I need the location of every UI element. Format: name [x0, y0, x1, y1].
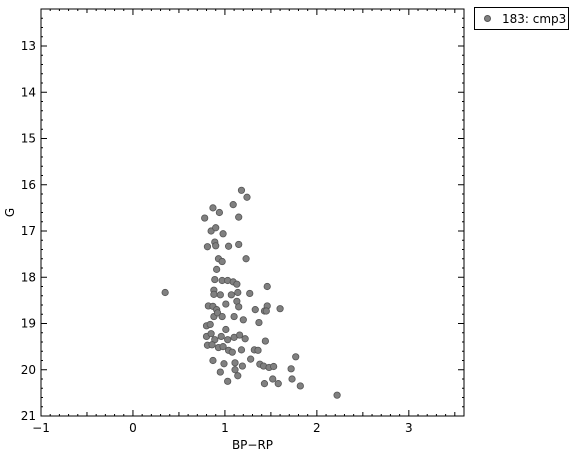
data-point	[207, 330, 215, 338]
y-tick-label: 15	[21, 132, 36, 146]
data-point	[235, 240, 243, 249]
data-point	[212, 242, 220, 250]
data-point	[231, 366, 239, 374]
data-point	[219, 230, 227, 238]
data-point	[224, 377, 232, 385]
data-point	[201, 214, 209, 222]
data-point	[224, 242, 233, 250]
data-point	[228, 348, 236, 356]
data-point	[209, 356, 217, 365]
y-tick-label: 17	[21, 224, 36, 238]
legend-label: 183: cmp3	[502, 12, 567, 26]
x-tick-label: 1	[221, 421, 229, 435]
data-point	[235, 303, 243, 311]
x-tick-label: 2	[313, 421, 321, 435]
y-tick-label: 20	[21, 363, 36, 377]
data-point	[212, 224, 220, 232]
data-point	[230, 312, 238, 321]
data-point	[251, 306, 259, 314]
data-point	[241, 335, 249, 343]
data-point	[218, 312, 226, 321]
data-points	[161, 186, 341, 399]
data-point	[333, 391, 341, 399]
data-point	[224, 336, 232, 344]
y-tick-label: 21	[21, 409, 36, 423]
x-tick-label: 0	[129, 421, 137, 435]
y-tick-label: 19	[21, 317, 36, 331]
data-point	[222, 325, 230, 334]
data-point	[276, 305, 284, 313]
data-point	[254, 346, 262, 354]
data-point	[231, 359, 239, 367]
data-point	[263, 282, 271, 291]
data-point	[206, 320, 214, 329]
data-point	[234, 372, 242, 380]
data-point	[213, 309, 222, 317]
data-point	[210, 290, 218, 298]
data-point	[269, 375, 277, 383]
y-tick-label: 18	[21, 270, 36, 284]
data-point	[217, 332, 225, 341]
data-point	[161, 288, 169, 297]
data-point	[215, 208, 223, 217]
y-axis-label: G	[3, 208, 17, 217]
data-point	[234, 288, 242, 297]
data-point	[260, 380, 269, 388]
data-point	[296, 382, 304, 390]
data-point	[238, 362, 246, 370]
data-point	[270, 362, 278, 371]
data-point	[216, 291, 224, 299]
data-point	[218, 257, 226, 266]
data-point	[246, 289, 254, 298]
data-point	[243, 193, 251, 201]
data-point	[255, 318, 263, 327]
data-point	[262, 307, 270, 315]
data-point	[211, 275, 219, 284]
data-point	[235, 213, 243, 221]
data-point	[233, 280, 241, 288]
axis-ticks: −1 0 1 2 3 13 14 15 16 17 18 19 20 21	[21, 8, 465, 435]
data-point	[237, 186, 246, 194]
data-point	[209, 204, 217, 212]
data-point	[229, 201, 237, 209]
legend: 183: cmp3	[474, 7, 569, 30]
data-point	[242, 255, 250, 263]
data-point	[287, 365, 295, 373]
data-point	[220, 360, 228, 368]
data-point	[292, 353, 300, 361]
y-tick-label: 16	[21, 178, 36, 192]
data-point	[236, 331, 244, 339]
data-point	[274, 380, 282, 388]
data-point	[288, 375, 296, 383]
x-tick-label: 3	[405, 421, 413, 435]
y-tick-label: 13	[21, 39, 36, 53]
data-point	[239, 316, 247, 324]
data-point	[208, 341, 216, 349]
data-point	[222, 300, 230, 308]
data-point	[247, 355, 255, 363]
data-point	[213, 265, 221, 273]
y-tick-label: 14	[21, 85, 36, 99]
data-point	[237, 346, 246, 354]
plot-frame	[40, 8, 465, 417]
data-point	[216, 368, 224, 376]
data-point	[203, 243, 212, 251]
x-axis-label: BP−RP	[232, 438, 273, 452]
data-point	[219, 343, 227, 351]
x-tick-label: −1	[32, 421, 50, 435]
data-point	[227, 291, 235, 299]
data-point	[261, 337, 269, 345]
legend-marker-icon	[484, 15, 491, 22]
